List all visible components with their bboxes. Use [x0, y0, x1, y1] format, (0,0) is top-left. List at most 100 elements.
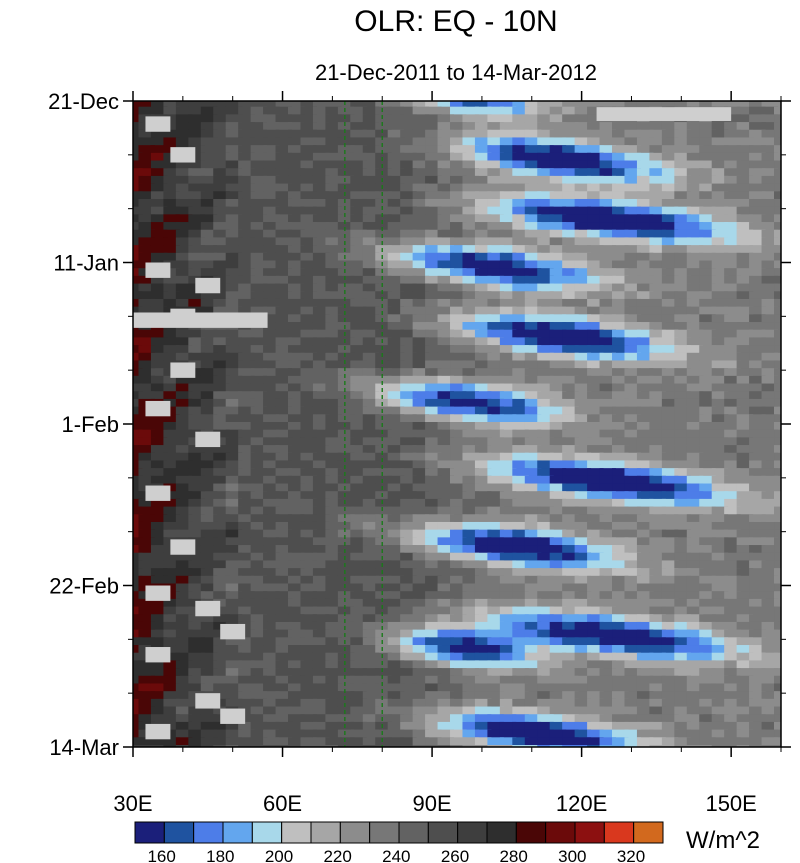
field-cell [774, 345, 781, 357]
field-cell [350, 521, 367, 534]
field-cell [263, 383, 280, 396]
field-cell [636, 598, 654, 611]
field-cell [711, 621, 729, 634]
field-cell [462, 398, 479, 411]
field-cell [636, 198, 654, 211]
field-cell [462, 375, 479, 388]
field-cell [263, 753, 279, 765]
field-cell [163, 429, 180, 442]
field-cell [649, 222, 666, 234]
field-cell [133, 706, 143, 719]
field-cell [325, 521, 342, 534]
field-cell [375, 753, 391, 765]
field-cell [562, 229, 579, 242]
field-cell [362, 637, 380, 650]
field-cell [649, 368, 666, 380]
field-cell [711, 398, 729, 411]
field-cell [711, 629, 729, 642]
field-cell [774, 291, 781, 303]
field-cell [636, 352, 654, 365]
field-cell [761, 329, 779, 342]
field-cell [425, 352, 442, 365]
field-cell [163, 406, 180, 419]
field-cell [661, 406, 679, 419]
field-cell [200, 229, 218, 242]
field-cell [574, 406, 592, 419]
field-cell [624, 175, 641, 188]
colorbar-swatch [134, 821, 165, 844]
field-cell [525, 753, 541, 765]
field-cell [213, 591, 230, 603]
field-cell [636, 101, 654, 111]
field-cell [263, 137, 280, 150]
field-cell [512, 329, 529, 342]
field-cell [636, 714, 654, 726]
field-cell [325, 168, 342, 180]
field-cell [724, 475, 741, 488]
field-cell [537, 452, 554, 465]
field-cell [225, 483, 243, 496]
field-cell [412, 337, 430, 350]
field-cell [138, 291, 155, 303]
field-cell [774, 306, 781, 319]
field-cell [450, 283, 467, 296]
field-cell [661, 360, 679, 373]
field-cell [300, 668, 317, 680]
field-cell [761, 260, 779, 273]
field-cell [512, 521, 529, 534]
field-cell [200, 222, 218, 234]
field-cell [537, 137, 554, 150]
field-cell [325, 345, 342, 357]
field-cell [213, 283, 230, 296]
field-cell [562, 668, 579, 680]
field-cell [524, 291, 542, 303]
field-cell [175, 721, 193, 734]
field-cell [163, 191, 180, 203]
field-cell [437, 668, 455, 680]
field-cell [288, 675, 305, 688]
field-cell [400, 406, 417, 419]
field-cell [524, 360, 542, 373]
field-cell [624, 314, 641, 327]
field-cell [400, 383, 417, 396]
field-cell [138, 745, 155, 747]
field-cell [163, 329, 180, 342]
field-cell [487, 629, 504, 642]
field-cell [549, 122, 567, 134]
field-cell [200, 721, 218, 734]
field-cell [288, 514, 305, 526]
field-cell [213, 352, 230, 365]
field-cell [138, 753, 154, 765]
field-cell [774, 445, 781, 457]
field-cell [337, 545, 355, 557]
field-cell [300, 101, 317, 111]
field-cell [337, 698, 355, 711]
field-cell [250, 283, 268, 296]
field-cell [587, 529, 604, 542]
field-cell [699, 252, 716, 265]
field-cell [300, 360, 317, 373]
field-cell [636, 437, 654, 450]
field-cell [474, 745, 492, 747]
field-cell [325, 306, 342, 319]
field-cell [699, 129, 716, 142]
field-cell [350, 214, 367, 227]
field-cell [412, 683, 430, 696]
field-cell [711, 706, 729, 719]
field-cell [362, 237, 380, 250]
field-cell [549, 629, 567, 642]
field-cell [574, 191, 592, 203]
field-cell [462, 753, 478, 765]
field-cell [412, 491, 430, 503]
field-cell [512, 606, 529, 619]
field-cell [312, 614, 330, 626]
field-cell [300, 737, 317, 747]
field-cell [649, 552, 666, 565]
field-cell [624, 537, 641, 550]
field-cell [387, 152, 405, 165]
field-cell [612, 229, 629, 242]
field-cell [300, 145, 317, 157]
field-cell [312, 660, 330, 673]
field-cell [599, 175, 617, 188]
field-cell [649, 691, 666, 703]
